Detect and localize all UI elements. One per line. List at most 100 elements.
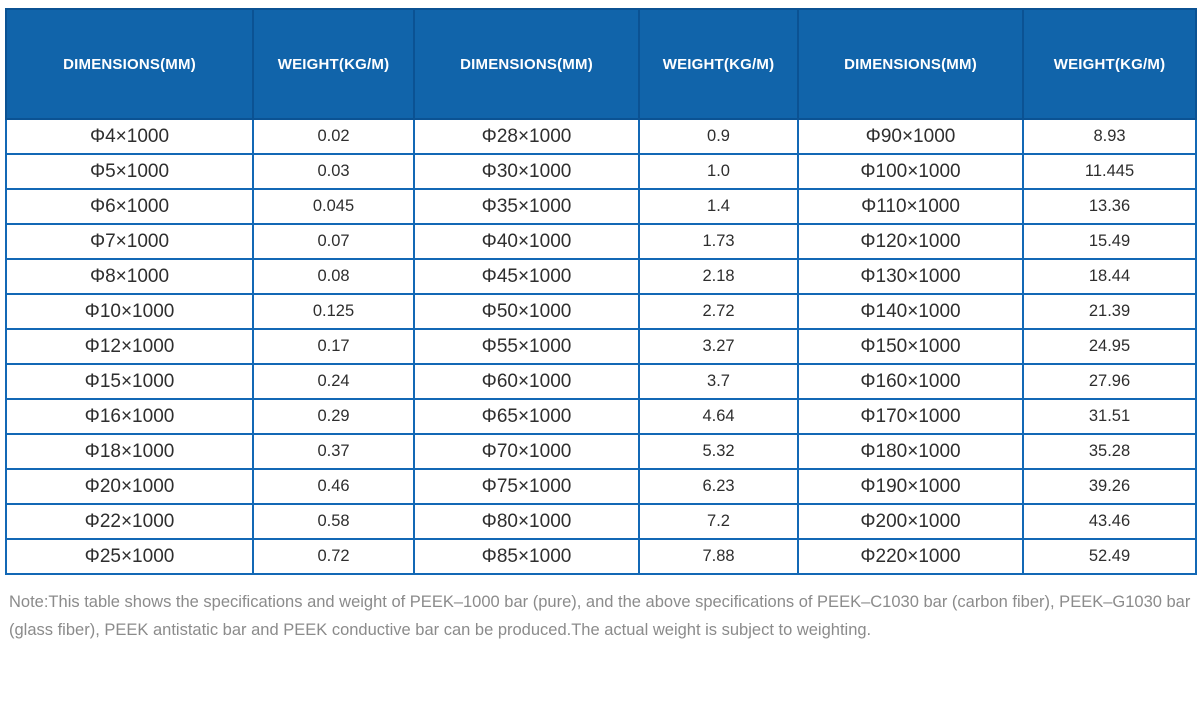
dimension-cell: Φ80×1000	[413, 503, 640, 540]
weight-cell: 8.93	[1022, 118, 1197, 155]
dimension-cell: Φ5×1000	[5, 153, 254, 190]
table-row: Φ15×1000 0.24 Φ60×1000 3.7 Φ160×1000 27.96	[5, 363, 1197, 400]
header-weight-2: WEIGHT(KG/M)	[638, 8, 799, 120]
weight-cell: 5.32	[638, 433, 799, 470]
weight-cell: 21.39	[1022, 293, 1197, 330]
weight-cell: 0.08	[252, 258, 415, 295]
dimension-cell: Φ85×1000	[413, 538, 640, 575]
dimension-cell: Φ60×1000	[413, 363, 640, 400]
dimension-cell: Φ20×1000	[5, 468, 254, 505]
dimension-cell: Φ130×1000	[797, 258, 1024, 295]
dimension-cell: Φ16×1000	[5, 398, 254, 435]
weight-cell: 2.18	[638, 258, 799, 295]
weight-cell: 0.125	[252, 293, 415, 330]
weight-cell: 2.72	[638, 293, 799, 330]
dimension-cell: Φ40×1000	[413, 223, 640, 260]
dimension-cell: Φ70×1000	[413, 433, 640, 470]
dimension-cell: Φ22×1000	[5, 503, 254, 540]
dimension-cell: Φ140×1000	[797, 293, 1024, 330]
weight-cell: 0.03	[252, 153, 415, 190]
dimension-cell: Φ180×1000	[797, 433, 1024, 470]
spec-table: DIMENSIONS(MM) WEIGHT(KG/M) DIMENSIONS(M…	[5, 8, 1197, 575]
dimension-cell: Φ6×1000	[5, 188, 254, 225]
header-dimensions-2: DIMENSIONS(MM)	[413, 8, 640, 120]
weight-cell: 11.445	[1022, 153, 1197, 190]
weight-cell: 4.64	[638, 398, 799, 435]
weight-cell: 7.88	[638, 538, 799, 575]
header-dimensions-1: DIMENSIONS(MM)	[5, 8, 254, 120]
dimension-cell: Φ10×1000	[5, 293, 254, 330]
weight-cell: 0.72	[252, 538, 415, 575]
weight-cell: 0.9	[638, 118, 799, 155]
weight-cell: 0.24	[252, 363, 415, 400]
dimension-cell: Φ190×1000	[797, 468, 1024, 505]
weight-cell: 6.23	[638, 468, 799, 505]
table-row: Φ18×1000 0.37 Φ70×1000 5.32 Φ180×1000 35.28	[5, 433, 1197, 470]
header-row: DIMENSIONS(MM) WEIGHT(KG/M) DIMENSIONS(M…	[5, 8, 1197, 120]
weight-cell: 1.4	[638, 188, 799, 225]
weight-cell: 18.44	[1022, 258, 1197, 295]
weight-cell: 0.37	[252, 433, 415, 470]
dimension-cell: Φ45×1000	[413, 258, 640, 295]
table-row: Φ16×1000 0.29 Φ65×1000 4.64 Φ170×1000 31.51	[5, 398, 1197, 435]
dimension-cell: Φ90×1000	[797, 118, 1024, 155]
weight-cell: 1.0	[638, 153, 799, 190]
table-row: Φ7×1000 0.07 Φ40×1000 1.73 Φ120×1000 15.49	[5, 223, 1197, 260]
header-weight-1: WEIGHT(KG/M)	[252, 8, 415, 120]
dimension-cell: Φ100×1000	[797, 153, 1024, 190]
weight-cell: 24.95	[1022, 328, 1197, 365]
dimension-cell: Φ170×1000	[797, 398, 1024, 435]
dimension-cell: Φ7×1000	[5, 223, 254, 260]
table-row: Φ22×1000 0.58 Φ80×1000 7.2 Φ200×1000 43.46	[5, 503, 1197, 540]
table-row: Φ4×1000 0.02 Φ28×1000 0.9 Φ90×1000 8.93	[5, 118, 1197, 155]
dimension-cell: Φ75×1000	[413, 468, 640, 505]
header-dimensions-3: DIMENSIONS(MM)	[797, 8, 1024, 120]
dimension-cell: Φ65×1000	[413, 398, 640, 435]
header-weight-3: WEIGHT(KG/M)	[1022, 8, 1197, 120]
table-row: Φ8×1000 0.08 Φ45×1000 2.18 Φ130×1000 18.44	[5, 258, 1197, 295]
weight-cell: 0.07	[252, 223, 415, 260]
dimension-cell: Φ110×1000	[797, 188, 1024, 225]
weight-cell: 0.17	[252, 328, 415, 365]
dimension-cell: Φ220×1000	[797, 538, 1024, 575]
weight-cell: 35.28	[1022, 433, 1197, 470]
spec-table-header: DIMENSIONS(MM) WEIGHT(KG/M) DIMENSIONS(M…	[5, 8, 1197, 120]
dimension-cell: Φ25×1000	[5, 538, 254, 575]
weight-cell: 3.27	[638, 328, 799, 365]
dimension-cell: Φ55×1000	[413, 328, 640, 365]
weight-cell: 31.51	[1022, 398, 1197, 435]
weight-cell: 0.29	[252, 398, 415, 435]
dimension-cell: Φ4×1000	[5, 118, 254, 155]
weight-cell: 52.49	[1022, 538, 1197, 575]
weight-cell: 3.7	[638, 363, 799, 400]
dimension-cell: Φ28×1000	[413, 118, 640, 155]
dimension-cell: Φ120×1000	[797, 223, 1024, 260]
dimension-cell: Φ12×1000	[5, 328, 254, 365]
table-row: Φ25×1000 0.72 Φ85×1000 7.88 Φ220×1000 52.49	[5, 538, 1197, 575]
weight-cell: 0.58	[252, 503, 415, 540]
dimension-cell: Φ18×1000	[5, 433, 254, 470]
dimension-cell: Φ15×1000	[5, 363, 254, 400]
weight-cell: 0.02	[252, 118, 415, 155]
weight-cell: 7.2	[638, 503, 799, 540]
weight-cell: 1.73	[638, 223, 799, 260]
dimension-cell: Φ50×1000	[413, 293, 640, 330]
table-row: Φ12×1000 0.17 Φ55×1000 3.27 Φ150×1000 24.95	[5, 328, 1197, 365]
dimension-cell: Φ30×1000	[413, 153, 640, 190]
spec-table-body: Φ4×1000 0.02 Φ28×1000 0.9 Φ90×1000 8.93 Φ5×100…	[5, 118, 1197, 575]
weight-cell: 0.045	[252, 188, 415, 225]
table-row: Φ5×1000 0.03 Φ30×1000 1.0 Φ100×1000 11.445	[5, 153, 1197, 190]
table-row: Φ10×1000 0.125 Φ50×1000 2.72 Φ140×1000 21.39	[5, 293, 1197, 330]
dimension-cell: Φ160×1000	[797, 363, 1024, 400]
dimension-cell: Φ150×1000	[797, 328, 1024, 365]
weight-cell: 15.49	[1022, 223, 1197, 260]
footnote: Note:This table shows the specifications…	[9, 593, 1191, 639]
weight-cell: 13.36	[1022, 188, 1197, 225]
weight-cell: 39.26	[1022, 468, 1197, 505]
weight-cell: 27.96	[1022, 363, 1197, 400]
table-row: Φ20×1000 0.46 Φ75×1000 6.23 Φ190×1000 39.26	[5, 468, 1197, 505]
weight-cell: 0.46	[252, 468, 415, 505]
dimension-cell: Φ8×1000	[5, 258, 254, 295]
dimension-cell: Φ35×1000	[413, 188, 640, 225]
